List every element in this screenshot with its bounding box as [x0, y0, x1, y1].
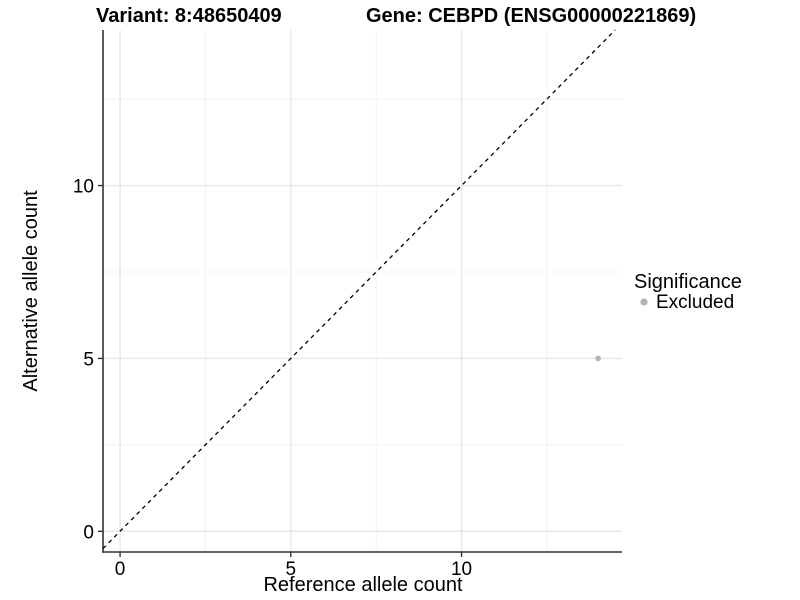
legend-title: Significance — [634, 271, 742, 293]
legend-key-dot-icon — [640, 298, 648, 306]
y-axis-title: Alternative allele count — [20, 190, 42, 392]
y-tick-label: 5 — [83, 349, 94, 370]
variant-title: Variant: 8:48650409 — [96, 5, 282, 27]
x-axis-title: Reference allele count — [263, 574, 462, 596]
data-point — [595, 355, 601, 362]
x-tick-label: 10 — [451, 559, 472, 580]
x-tick-label: 5 — [286, 559, 297, 580]
x-tick-label: 0 — [115, 559, 126, 580]
legend: Significance Excluded — [634, 271, 742, 313]
y-tick-label: 10 — [73, 177, 94, 198]
axes-layer: 0 5 10 0 5 10 — [73, 30, 622, 580]
y-tick-label: 0 — [83, 522, 94, 543]
data-points-layer — [102, 29, 616, 549]
gridlines-layer — [103, 30, 622, 552]
gene-title: Gene: CEBPD (ENSG00000221869) — [366, 5, 696, 27]
legend-item-excluded: Excluded — [656, 292, 734, 313]
identity-reference-line — [102, 29, 616, 549]
